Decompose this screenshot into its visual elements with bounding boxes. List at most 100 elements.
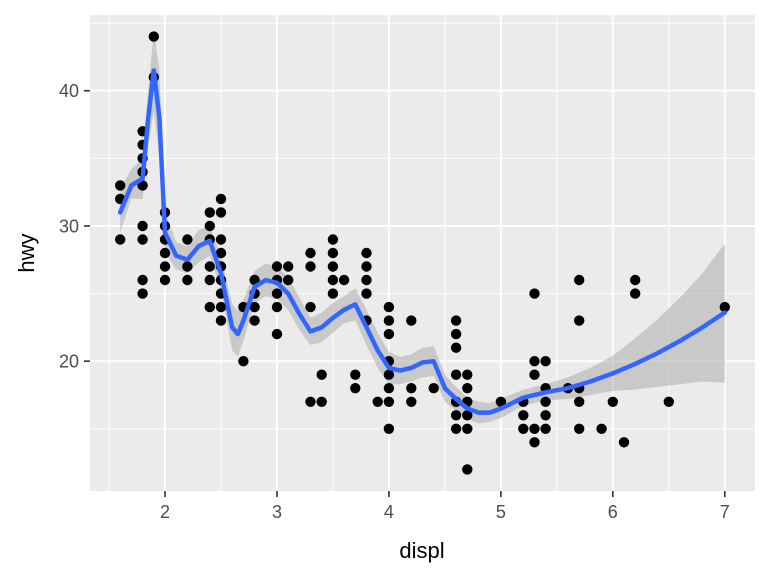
x-tick-label: 4: [384, 502, 394, 522]
data-point: [529, 288, 540, 299]
data-point: [518, 410, 529, 421]
data-point: [350, 383, 361, 394]
data-point: [249, 315, 260, 326]
data-point: [204, 301, 215, 313]
data-point: [215, 301, 227, 313]
data-point: [159, 274, 171, 286]
data-point: [383, 315, 395, 326]
data-point: [596, 423, 607, 434]
y-tick-label: 40: [59, 81, 79, 101]
y-axis-title: hwy: [14, 233, 39, 272]
data-point: [115, 234, 126, 245]
data-point: [361, 288, 372, 299]
data-point: [305, 396, 316, 407]
data-point: [406, 383, 417, 394]
data-point: [383, 369, 395, 380]
data-point: [574, 274, 585, 286]
data-point: [529, 356, 540, 367]
data-point: [215, 193, 227, 205]
data-point: [159, 247, 171, 259]
data-point: [462, 369, 473, 380]
data-point: [327, 247, 339, 259]
data-point: [719, 301, 730, 313]
data-point: [462, 383, 473, 394]
x-axis: 2 3 4 5 6 7: [160, 491, 730, 522]
data-point: [361, 261, 372, 272]
data-point: [450, 423, 462, 434]
data-point: [137, 288, 148, 299]
data-point: [450, 315, 462, 326]
data-point: [529, 423, 540, 434]
data-point: [115, 180, 126, 191]
data-point: [495, 396, 507, 407]
data-point: [540, 356, 551, 367]
data-point: [182, 234, 193, 245]
data-point: [383, 383, 395, 394]
data-point: [574, 396, 585, 407]
data-point: [204, 207, 215, 218]
data-point: [540, 423, 551, 434]
data-point: [283, 274, 294, 286]
data-point: [450, 369, 462, 380]
y-axis: 20 30 40: [59, 81, 90, 372]
x-tick-label: 5: [496, 502, 506, 522]
data-point: [316, 396, 327, 407]
x-tick-label: 2: [160, 502, 170, 522]
data-point: [182, 274, 193, 286]
data-point: [518, 423, 529, 434]
data-point: [305, 261, 316, 272]
data-point: [462, 423, 473, 434]
data-point: [663, 396, 674, 407]
data-point: [215, 207, 227, 218]
data-point: [305, 301, 316, 313]
data-point: [204, 220, 215, 232]
data-point: [271, 328, 283, 340]
data-point: [327, 274, 339, 286]
y-tick-label: 20: [59, 352, 79, 372]
data-point: [383, 396, 395, 407]
data-point: [540, 410, 551, 421]
data-point: [529, 437, 540, 448]
data-point: [630, 274, 641, 286]
data-point: [450, 328, 462, 340]
data-point: [204, 274, 215, 286]
data-point: [383, 328, 395, 340]
data-point: [148, 31, 159, 42]
x-axis-title: displ: [399, 538, 444, 563]
data-point: [383, 301, 395, 313]
data-point: [271, 301, 283, 313]
data-point: [450, 410, 462, 421]
x-tick-label: 6: [608, 502, 618, 522]
data-point: [630, 288, 641, 299]
data-point: [305, 247, 316, 259]
data-point: [204, 261, 215, 272]
y-tick-label: 30: [59, 216, 79, 236]
data-point: [249, 301, 260, 313]
data-point: [137, 274, 148, 286]
data-point: [406, 315, 417, 326]
data-point: [350, 369, 361, 380]
data-point: [327, 261, 339, 272]
data-point: [529, 369, 540, 380]
data-point: [574, 423, 585, 434]
data-point: [182, 261, 193, 272]
data-point: [540, 396, 551, 407]
data-point: [137, 234, 148, 245]
data-point: [618, 437, 630, 448]
data-point: [338, 274, 350, 286]
data-point: [428, 383, 439, 394]
data-point: [283, 261, 294, 272]
data-point: [137, 220, 148, 232]
data-point: [159, 261, 171, 272]
data-point: [372, 396, 383, 407]
data-point: [574, 315, 585, 326]
data-point: [361, 247, 372, 259]
data-point: [462, 410, 473, 421]
data-point: [327, 234, 339, 245]
x-tick-label: 3: [272, 502, 282, 522]
data-point: [271, 288, 283, 299]
data-point: [271, 261, 283, 272]
data-point: [215, 315, 227, 326]
smooth-trend-line: [117, 68, 728, 415]
